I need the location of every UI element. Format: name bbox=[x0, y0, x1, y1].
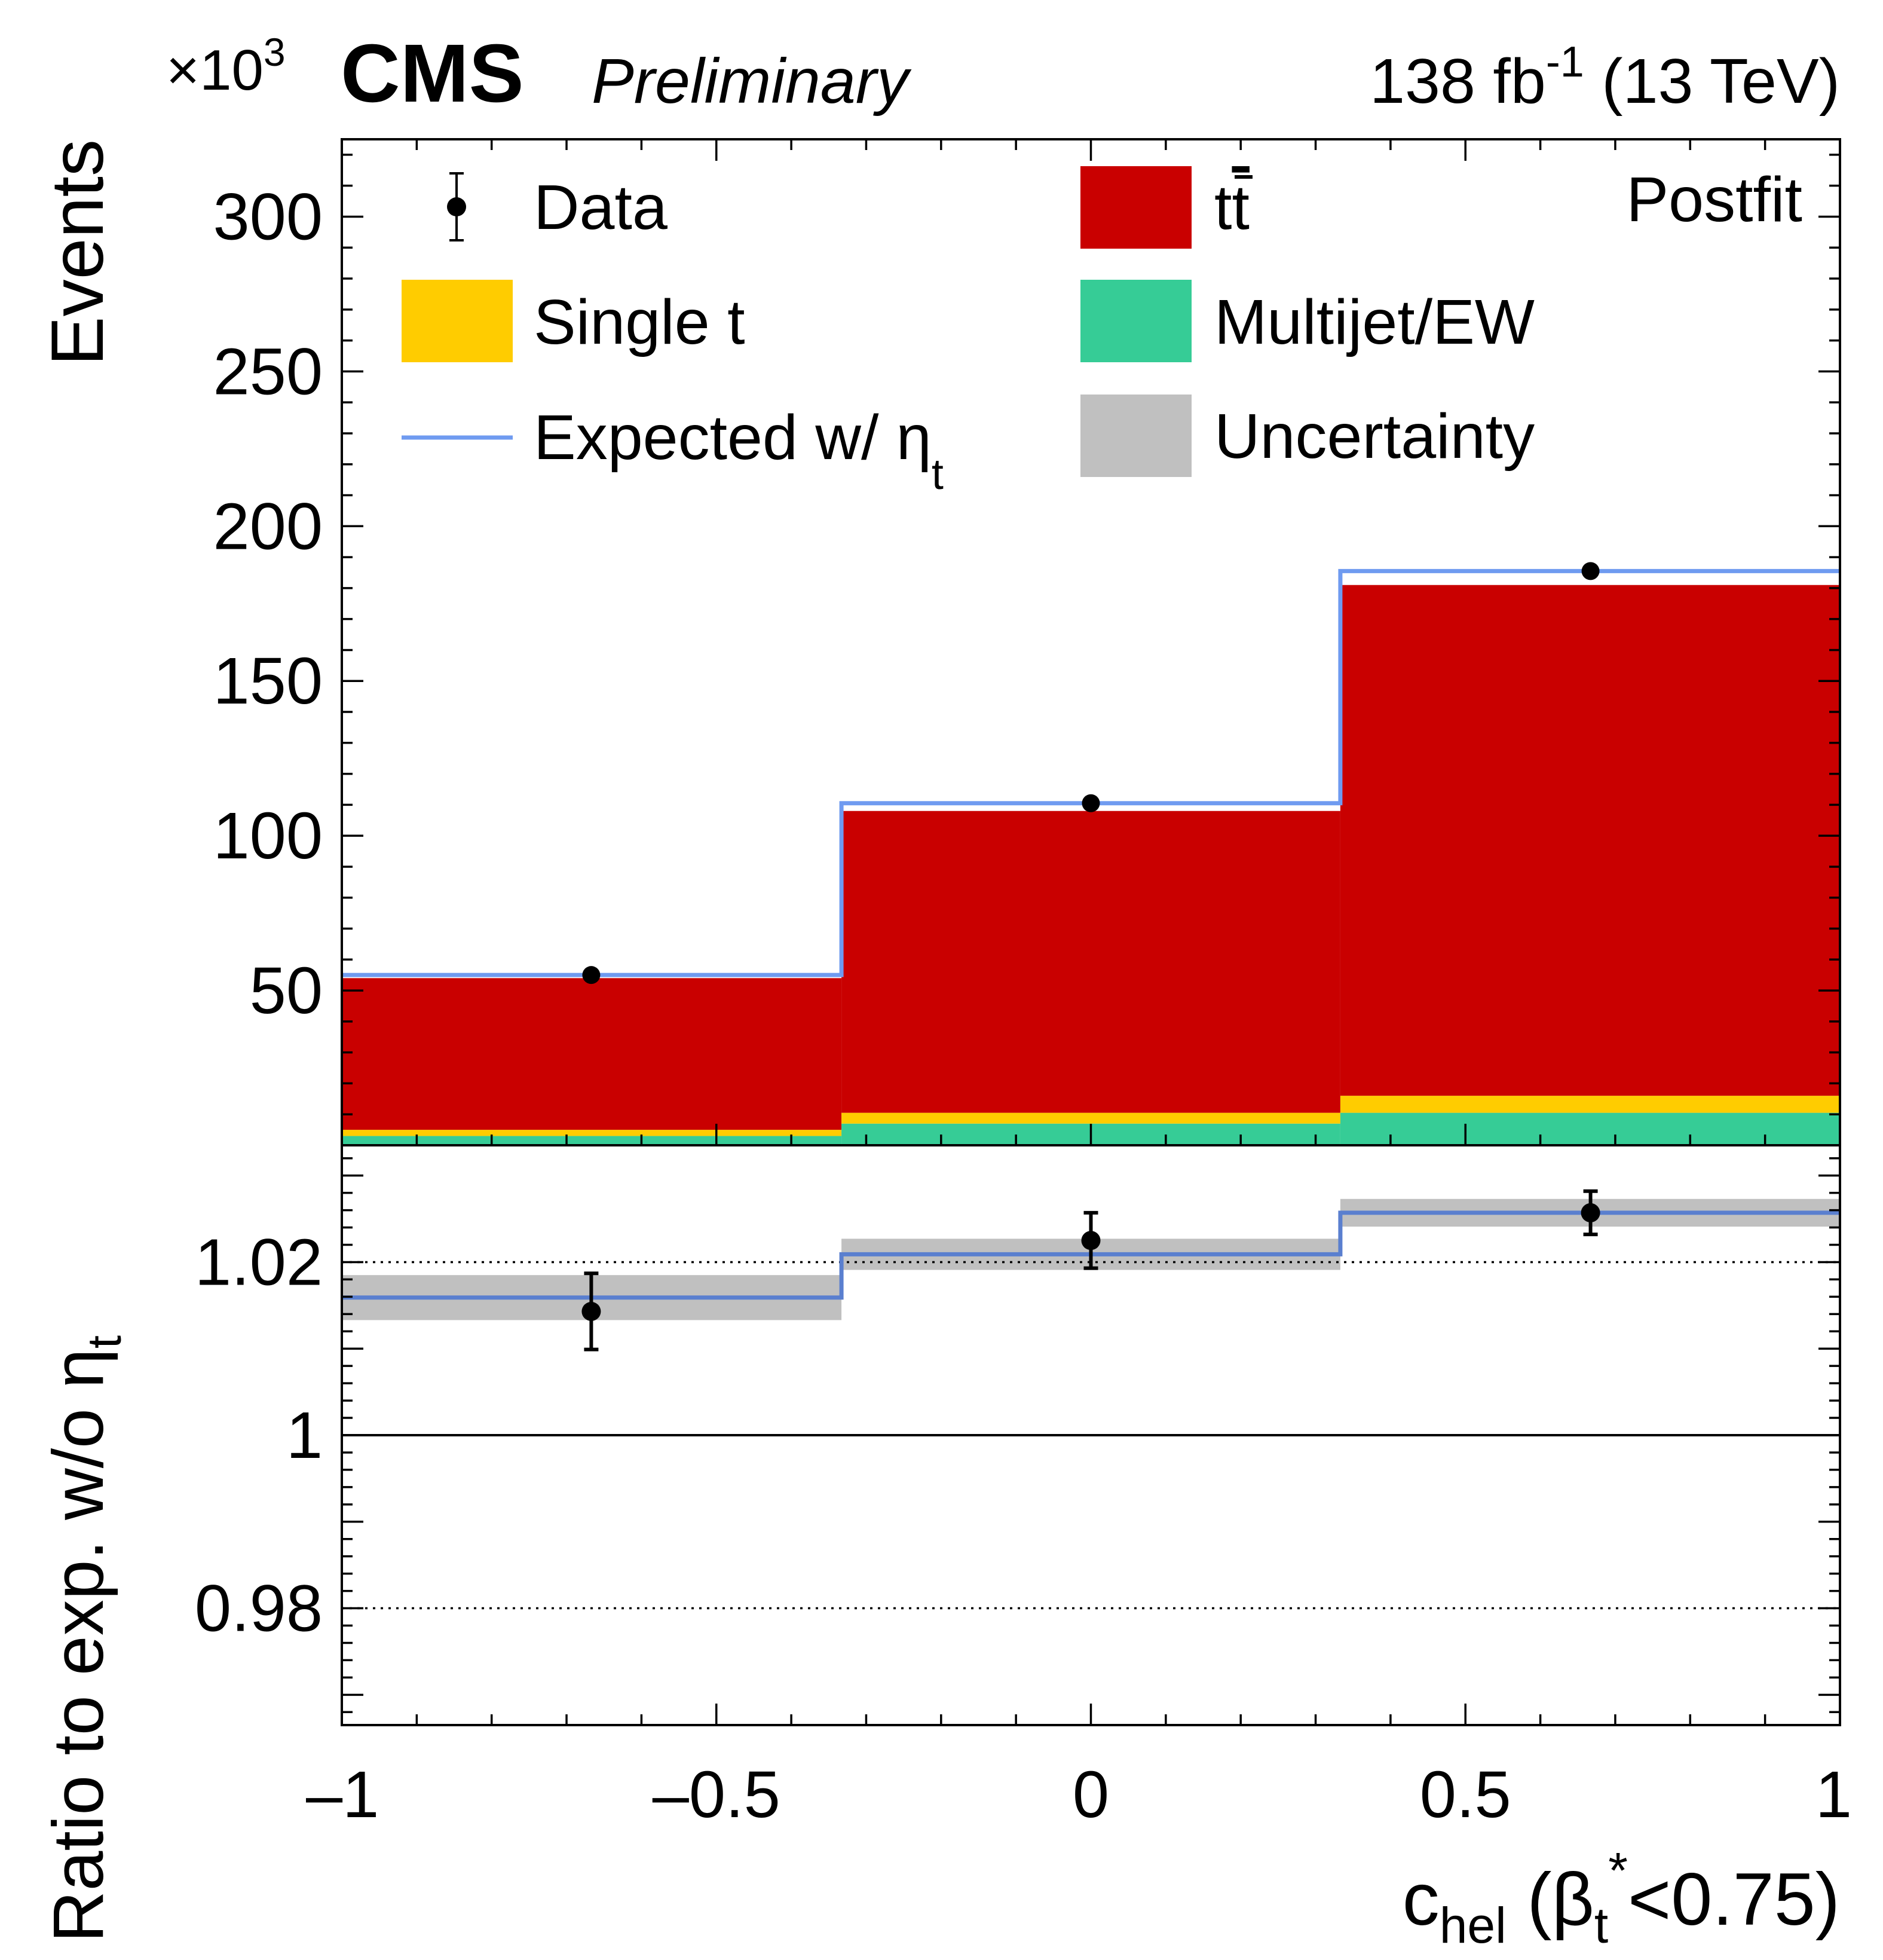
bar-single_t-2 bbox=[841, 1112, 1340, 1124]
legend-entry-uncertainty: Uncertainty bbox=[1080, 395, 1535, 477]
upper-y-tick-label-150: 150 bbox=[213, 644, 323, 718]
ratio-point-1 bbox=[581, 1301, 601, 1321]
legend-uncertainty-label: Uncertainty bbox=[1214, 401, 1535, 472]
legend-entry-single-t: Single t bbox=[402, 280, 745, 362]
scale-factor-exponent: 3 bbox=[264, 30, 286, 74]
data-points bbox=[581, 562, 1600, 1351]
x-tick-label-2: –0.5 bbox=[653, 1758, 780, 1831]
legend: Data tt Single t Multijet/EW Expected w/… bbox=[402, 166, 1535, 499]
x-tick-label-3: 0 bbox=[1073, 1758, 1109, 1831]
experiment-label: CMS bbox=[341, 27, 524, 120]
legend-entry-expected-eta: Expected w/ ηt bbox=[402, 402, 944, 499]
legend-multijet-ew-swatch bbox=[1080, 280, 1192, 362]
upper-y-tick-label-300: 300 bbox=[213, 180, 323, 253]
status-label: Preliminary bbox=[592, 46, 912, 117]
legend-entry-ttbar: tt bbox=[1080, 166, 1253, 249]
ratio-point-3 bbox=[1581, 1203, 1600, 1222]
postfit-annotation: Postfit bbox=[1626, 164, 1802, 235]
axis-tick-labels: 50 100 150 200 250 300 0.98 1 1.02 –1 –0.5 0 0.5 1 bbox=[195, 180, 1852, 1831]
x-tick-label-1: –1 bbox=[306, 1758, 379, 1831]
x-tick-label-5: 1 bbox=[1815, 1758, 1852, 1831]
legend-data-marker bbox=[447, 197, 466, 216]
x-tick-label-4: 0.5 bbox=[1420, 1758, 1511, 1831]
bar-ttbar-2 bbox=[841, 811, 1340, 1113]
x-axis-title: chel (βt*<0.75) bbox=[1403, 1842, 1840, 1953]
legend-entry-multijet-ew: Multijet/EW bbox=[1080, 280, 1535, 362]
legend-data-label: Data bbox=[534, 172, 668, 243]
lower-y-axis-title: Ratio to exp. w/o ηt bbox=[38, 1335, 131, 1943]
upper-stack-layer bbox=[342, 585, 1840, 1145]
bar-single_t-1 bbox=[342, 1130, 842, 1136]
legend-single-t-label: Single t bbox=[534, 287, 745, 357]
legend-entry-data: Data bbox=[447, 172, 668, 243]
reference-lines bbox=[342, 1261, 1840, 1610]
upper-y-tick-label-50: 50 bbox=[250, 954, 323, 1028]
bar-multijet_ew-3 bbox=[1340, 1112, 1840, 1145]
legend-expected-eta-label: Expected w/ ηt bbox=[534, 402, 944, 499]
data-point-3 bbox=[1581, 562, 1600, 580]
bar-single_t-3 bbox=[1340, 1096, 1840, 1113]
legend-single-t-swatch bbox=[402, 280, 513, 362]
ratio-point-2 bbox=[1081, 1231, 1101, 1250]
upper-y-tick-label-250: 250 bbox=[213, 335, 323, 408]
data-point-1 bbox=[582, 966, 601, 984]
bar-ttbar-3 bbox=[1340, 585, 1840, 1096]
bar-ttbar-1 bbox=[342, 978, 842, 1130]
upper-y-tick-label-100: 100 bbox=[213, 799, 323, 873]
data-point-2 bbox=[1082, 794, 1100, 812]
lower-y-tick-label-1.02: 1.02 bbox=[195, 1225, 323, 1299]
legend-ttbar-swatch bbox=[1080, 166, 1192, 249]
lower-y-tick-label-0.98: 0.98 bbox=[195, 1572, 323, 1646]
lower-y-tick-label-1: 1 bbox=[286, 1399, 323, 1472]
upper-y-axis-title: Events bbox=[36, 139, 119, 366]
lumi-label: 138 fb-1 (13 TeV) bbox=[1370, 38, 1840, 117]
upper-y-tick-label-200: 200 bbox=[213, 490, 323, 563]
axis-ticks bbox=[341, 139, 1841, 1725]
scale-factor-label: ×103 bbox=[166, 30, 286, 102]
legend-ttbar-label: tt bbox=[1214, 172, 1250, 243]
legend-multijet-ew-label: Multijet/EW bbox=[1214, 287, 1535, 357]
legend-uncertainty-swatch bbox=[1080, 395, 1192, 477]
